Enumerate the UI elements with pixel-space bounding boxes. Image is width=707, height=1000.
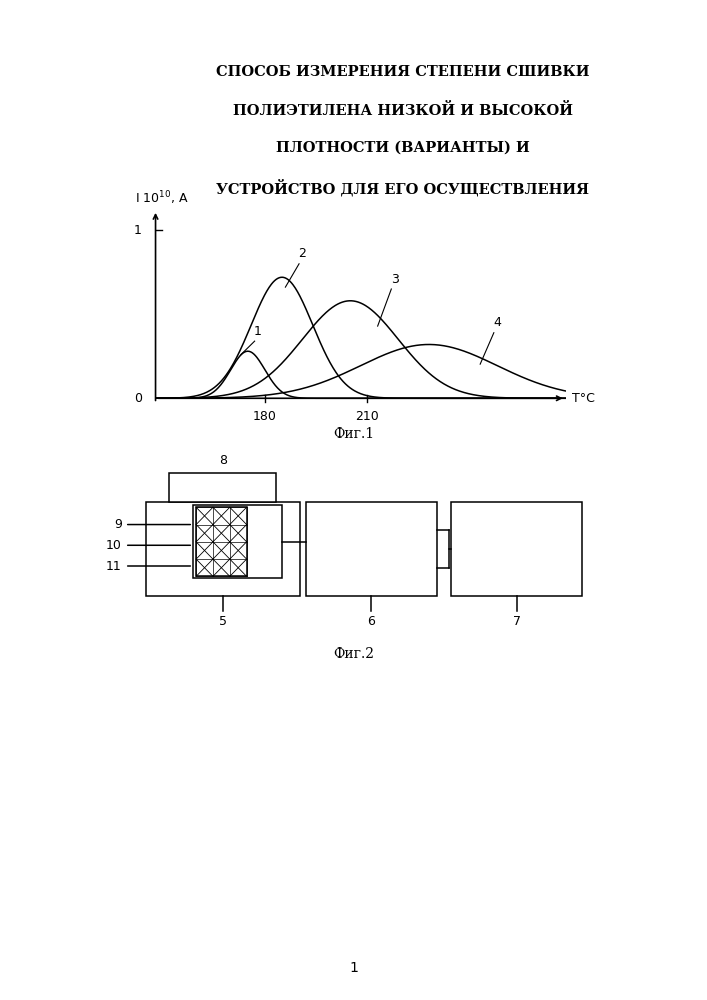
Bar [193, 505, 282, 578]
Bar [452, 502, 582, 596]
Text: 180: 180 [253, 410, 277, 423]
Text: 10: 10 [106, 539, 122, 552]
Text: 8: 8 [219, 454, 227, 467]
Text: 2: 2 [298, 247, 306, 260]
Text: Фиг.2: Фиг.2 [333, 647, 374, 661]
Text: I 10$^{10}$, A: I 10$^{10}$, A [135, 189, 189, 207]
Text: 6: 6 [368, 615, 375, 628]
Bar [170, 473, 276, 502]
Text: 210: 210 [356, 410, 379, 423]
Text: T°C: T°C [573, 392, 595, 405]
Text: 4: 4 [493, 316, 501, 329]
Text: 9: 9 [114, 518, 122, 531]
Bar [146, 502, 300, 596]
Text: 3: 3 [391, 273, 399, 286]
Text: 0: 0 [134, 392, 142, 405]
Text: 1: 1 [254, 325, 262, 338]
Text: УСТРОЙСТВО ДЛЯ ЕГО ОСУЩЕСТВЛЕНИЯ: УСТРОЙСТВО ДЛЯ ЕГО ОСУЩЕСТВЛЕНИЯ [216, 179, 590, 196]
Text: 1: 1 [134, 224, 142, 237]
Text: 1: 1 [349, 961, 358, 975]
Bar [196, 507, 247, 576]
Bar [306, 502, 437, 596]
Text: Фиг.1: Фиг.1 [333, 427, 374, 441]
Text: 5: 5 [219, 615, 227, 628]
Text: ПОЛИЭТИЛЕНА НИЗКОЙ И ВЫСОКОЙ: ПОЛИЭТИЛЕНА НИЗКОЙ И ВЫСОКОЙ [233, 103, 573, 118]
Text: 11: 11 [106, 560, 122, 572]
Text: 7: 7 [513, 615, 521, 628]
Text: СПОСОБ ИЗМЕРЕНИЯ СТЕПЕНИ СШИВКИ: СПОСОБ ИЗМЕРЕНИЯ СТЕПЕНИ СШИВКИ [216, 65, 590, 79]
Text: ПЛОТНОСТИ (ВАРИАНТЫ) И: ПЛОТНОСТИ (ВАРИАНТЫ) И [276, 141, 530, 155]
